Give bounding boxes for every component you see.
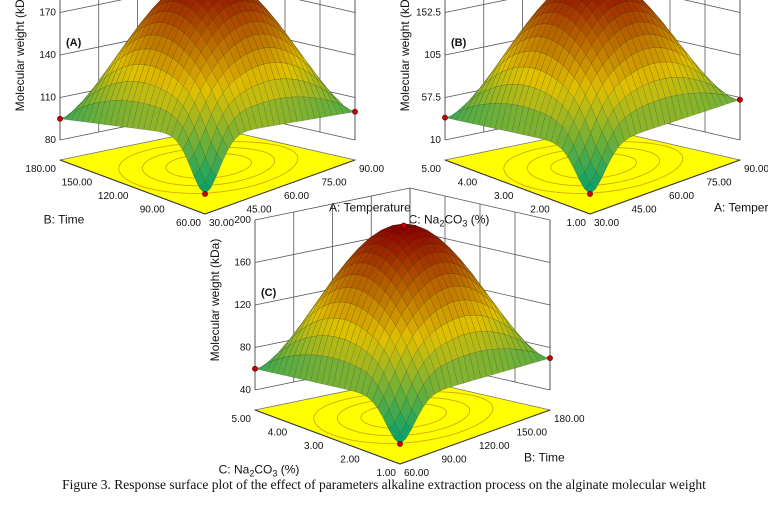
x-tick-label: 180.00: [554, 414, 585, 425]
panel-label: (B): [451, 37, 467, 49]
z-tick-label: 57.5: [422, 93, 442, 104]
figure-caption: Figure 3. Response surface plot of the e…: [62, 477, 706, 492]
z-tick-label: 152.5: [416, 8, 441, 19]
z-tick-label: 170: [39, 8, 56, 19]
x-tick-label: 75.00: [707, 178, 732, 189]
y-tick-label: 3.00: [304, 441, 324, 452]
x-tick-label: 60.00: [404, 468, 429, 479]
y-tick-label: 1.00: [567, 218, 587, 229]
design-point: [737, 96, 743, 103]
y-axis-label: B: Time: [44, 213, 85, 227]
x-tick-label: 75.00: [322, 178, 347, 189]
y-tick-label: 3.00: [494, 191, 514, 202]
design-point: [57, 115, 63, 122]
panel-label: (A): [66, 37, 82, 49]
z-axis-label: Molecular weight (kDa): [208, 239, 222, 362]
z-tick-label: 120: [234, 300, 251, 311]
design-point: [400, 222, 407, 229]
x-tick-label: 90.00: [442, 455, 467, 466]
surface-plot-c: 40 80 120 160 200 Molecular weight (kDa) 60.00…: [195, 187, 585, 490]
design-points: [442, 96, 743, 197]
y-tick-label: 120.00: [98, 191, 129, 202]
x-tick-label: 45.00: [632, 205, 657, 216]
z-tick-label: 80: [45, 135, 57, 146]
y-tick-label: 5.00: [422, 164, 442, 175]
y-tick-label: 60.00: [176, 218, 201, 229]
response-surface: [59, 0, 356, 195]
design-points: [252, 222, 553, 447]
z-tick-label: 40: [240, 385, 252, 396]
design-point: [202, 191, 208, 197]
design-point: [547, 355, 553, 362]
y-tick-label: 4.00: [458, 178, 478, 189]
z-tick-label: 10: [430, 135, 442, 146]
z-tick-label: 200: [234, 215, 251, 226]
y-tick-label: 1.00: [377, 468, 397, 479]
y-tick-label: 180.00: [25, 164, 56, 175]
z-axis-label: Molecular weight (kDa): [13, 0, 27, 111]
z-tick-label: 140: [39, 50, 56, 61]
z-tick-label: 160: [234, 258, 251, 269]
x-axis-label: B: Time: [524, 451, 565, 465]
y-tick-label: 150.00: [62, 178, 93, 189]
design-point: [397, 441, 403, 447]
z-tick-label: 110: [40, 93, 56, 104]
design-point: [252, 365, 258, 372]
y-tick-label: 5.00: [232, 414, 252, 425]
x-axis-label: A: Temperature: [714, 201, 768, 215]
y-axis-label: C: Na2​CO3​ (%): [409, 213, 490, 229]
x-tick-label: 60.00: [669, 191, 694, 202]
y-axis-label: C: Na2​CO3​ (%): [219, 463, 300, 479]
x-tick-label: 60.00: [284, 191, 309, 202]
response-surface: [254, 223, 551, 445]
x-tick-label: 90.00: [359, 164, 384, 175]
x-tick-label: 30.00: [594, 218, 619, 229]
design-point: [587, 191, 593, 197]
x-axis-label: A: Temperature: [329, 201, 411, 215]
z-tick-label: 80: [240, 343, 252, 354]
y-tick-label: 90.00: [140, 205, 165, 216]
x-tick-label: 120.00: [479, 441, 510, 452]
response-surface: [444, 0, 741, 195]
panel-label: (C): [261, 287, 277, 299]
z-tick-label: 105: [424, 50, 441, 61]
design-point: [442, 114, 448, 121]
x-tick-label: 45.00: [247, 205, 272, 216]
x-tick-label: 90.00: [744, 164, 768, 175]
design-point: [352, 108, 358, 115]
y-tick-label: 2.00: [530, 205, 550, 216]
x-tick-label: 30.00: [209, 218, 234, 229]
y-tick-label: 2.00: [340, 455, 360, 466]
y-tick-label: 4.00: [268, 428, 288, 439]
z-axis-label: Molecular weight (kDa): [398, 0, 412, 111]
design-points: [57, 108, 358, 197]
x-tick-label: 150.00: [517, 428, 548, 439]
surface-plot-a: 80 110 140 170 200 Molecular weight (kDa) 30.0…: [0, 0, 411, 240]
